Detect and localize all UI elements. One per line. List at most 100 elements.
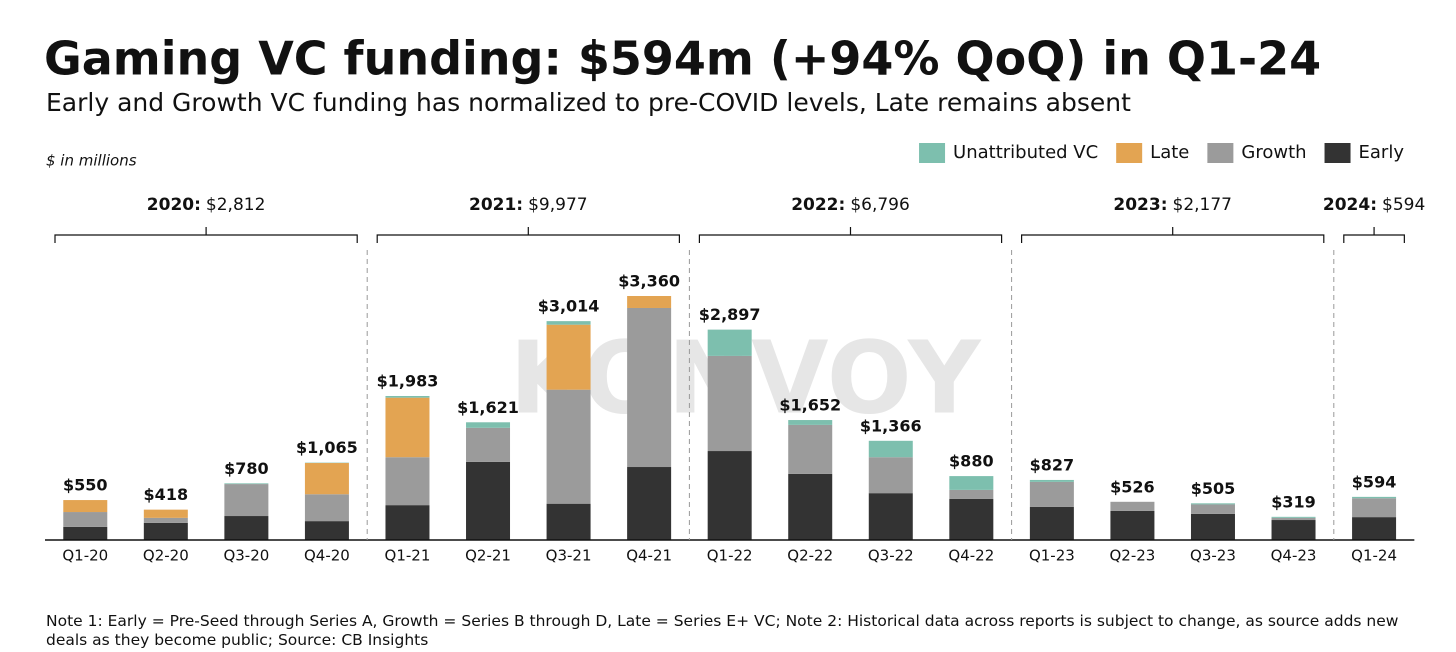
total-label: $880 [949,452,994,471]
group-total: $2,177 [1173,195,1232,215]
bar-segment [627,307,672,468]
bar-segment [63,512,108,527]
group-year: 2023: [1113,195,1167,215]
bar-segment [1271,517,1316,521]
total-label: $827 [1030,455,1075,474]
bar-segment [143,509,188,518]
total-label: $1,983 [377,371,439,390]
x-tick-label: Q3-22 [868,547,914,565]
group-total: $2,812 [206,195,265,215]
bar-segment [63,500,108,513]
group-bracket [698,227,1003,243]
group-bracket [376,227,680,243]
group-year: 2020: [147,195,201,215]
legend-swatch [1207,143,1234,163]
group-year: 2024: [1323,195,1377,215]
group-label: 2021: $9,977 [469,195,588,215]
bar-segment [1352,496,1397,499]
bar-segment [949,489,994,499]
bar-segment [224,516,269,540]
x-tick-label: Q1-22 [707,547,753,565]
bar-segment [1190,503,1235,505]
bar-segment [1110,510,1155,540]
bar-segment [1029,481,1074,507]
bar-segment [1271,516,1316,518]
group-year: 2022: [791,195,845,215]
group-bracket [1021,227,1325,243]
bar-segment [143,517,188,523]
total-label: $1,652 [779,396,841,415]
total-label: $1,366 [860,416,922,435]
bar-segment [868,457,913,494]
x-tick-label: Q2-21 [465,547,511,565]
legend-label: Growth [1241,142,1306,163]
x-tick-label: Q3-23 [1190,547,1236,565]
bar-segment [466,422,511,428]
bar-segment [1190,513,1235,540]
bar-segment [546,503,591,540]
bar-segment [466,427,511,462]
x-tick-label: Q2-20 [143,547,189,565]
bar-segment [385,395,430,398]
bar-segment [1190,504,1235,514]
total-label: $526 [1110,477,1155,496]
total-label: $2,897 [699,305,761,324]
bar-segment [788,420,833,425]
bar-segment [224,484,269,517]
x-tick-label: Q1-20 [62,547,108,565]
bar-segment [868,440,913,458]
bar-segment [546,389,591,504]
legend-swatch [1116,143,1143,163]
bar-segment [304,463,349,495]
note: Note 1: Early = Pre-Seed through Series … [46,612,1399,649]
bar-segment [788,473,833,540]
bar-segment [304,521,349,540]
total-label: $1,065 [296,438,358,457]
x-tick-label: Q3-21 [546,547,592,565]
bar-segment [707,355,752,452]
bar-segment [788,424,833,474]
bar-segment [546,324,591,390]
x-tick-label: Q1-21 [385,547,431,565]
unit-label: $ in millions [46,152,137,170]
bar-segment [1352,498,1397,518]
x-tick-label: Q4-21 [626,547,672,565]
legend-label: Early [1359,142,1405,163]
x-tick-label: Q4-22 [948,547,994,565]
legend-label: Late [1150,142,1189,163]
bar-segment [949,476,994,490]
group-total: $594 [1382,195,1425,215]
bar-segment [385,397,430,458]
group-label: 2024: $594 [1323,195,1425,215]
x-tick-label: Q2-23 [1109,547,1155,565]
bar-segment [1352,517,1397,540]
bar-segment [868,493,913,540]
bar-segment [1029,479,1074,482]
x-tick-label: Q3-20 [223,547,269,565]
chart-subtitle: Early and Growth VC funding has normaliz… [46,88,1131,117]
total-label: $550 [63,476,108,495]
x-tick-label: Q1-23 [1029,547,1075,565]
bar-segment [1271,520,1316,540]
bar-segment [385,505,430,540]
bar-segment [707,329,752,356]
total-label: $3,014 [538,297,600,316]
bar-segment [304,494,349,522]
bar-segment [627,467,672,540]
x-tick-label: Q4-20 [304,547,350,565]
x-tick-label: Q2-22 [787,547,833,565]
bar-segment [63,526,108,540]
total-label: $505 [1191,479,1236,498]
group-bracket [54,227,358,243]
group-bracket [1343,227,1405,243]
group-label: 2023: $2,177 [1113,195,1232,215]
group-label: 2022: $6,796 [791,195,910,215]
bar-segment [143,522,188,540]
total-label: $780 [224,459,269,478]
group-total: $6,796 [850,195,909,215]
legend-label: Unattributed VC [953,142,1098,163]
legend-swatch [1324,143,1351,163]
bar-segment [1029,506,1074,540]
